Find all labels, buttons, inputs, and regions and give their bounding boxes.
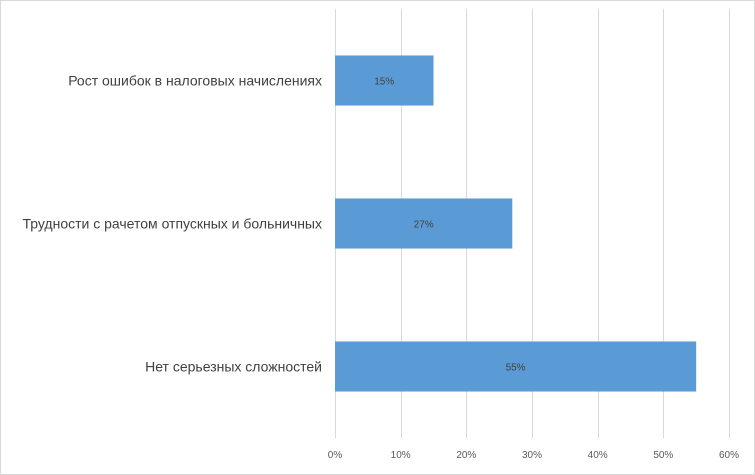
bar — [335, 341, 697, 392]
x-tick-label: 30% — [522, 450, 542, 461]
data-label: 15% — [374, 77, 394, 88]
x-tick-label: 40% — [588, 450, 608, 461]
data-labels: 15% 27% 55% — [374, 77, 525, 374]
category-labels: Рост ошибок в налоговых начислениях Трудн… — [23, 73, 323, 375]
data-label: 55% — [506, 363, 526, 374]
x-tick-label: 50% — [653, 450, 673, 461]
category-label: Нет серьезных сложностей — [145, 359, 322, 375]
data-label: 27% — [414, 220, 434, 231]
bar — [335, 198, 513, 249]
bars — [335, 55, 697, 392]
x-axis-tick-labels: 0% 10% 20% 30% 40% 50% 60% — [328, 450, 739, 461]
bar — [335, 55, 434, 106]
category-label: Рост ошибок в налоговых начислениях — [68, 73, 322, 89]
x-tick-label: 20% — [456, 450, 476, 461]
x-tick-label: 0% — [328, 450, 343, 461]
category-label: Трудности с рачетом отпускных и больничн… — [23, 216, 323, 232]
x-tick-label: 10% — [391, 450, 411, 461]
x-tick-label: 60% — [719, 450, 739, 461]
